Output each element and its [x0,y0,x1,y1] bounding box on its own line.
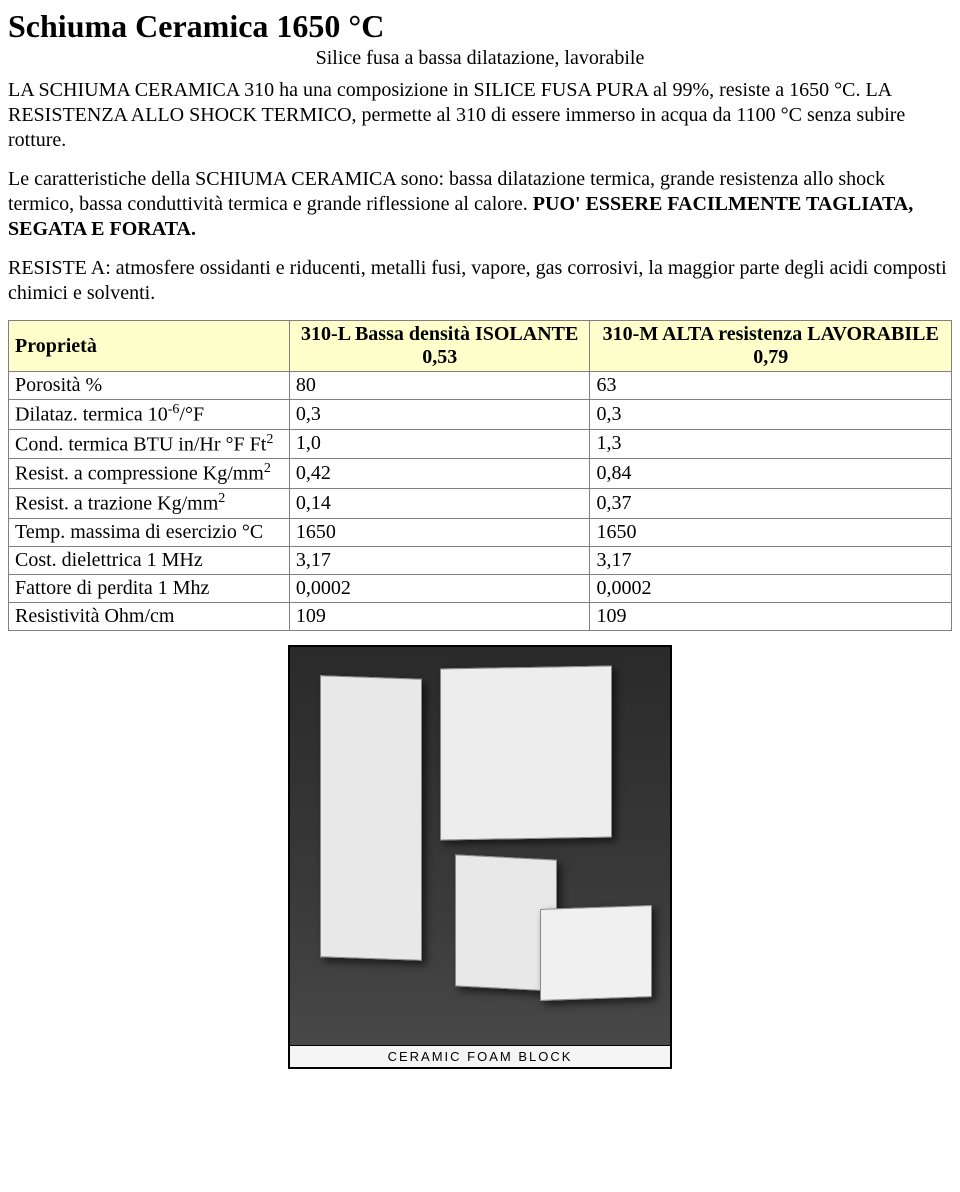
row-col1: 0,0002 [289,574,590,602]
row-col1: 3,17 [289,546,590,574]
block-shape [320,675,422,961]
row-label: Dilataz. termica 10-6/°F [9,400,290,430]
th-310m-l2: 0,79 [753,346,788,368]
row-label: Temp. massima di esercizio °C [9,518,290,546]
row-col2: 0,3 [590,400,952,430]
row-col2: 0,37 [590,488,952,518]
table-row: Resist. a trazione Kg/mm20,140,37 [9,488,952,518]
row-label: Resistività Ohm/cm [9,602,290,630]
row-label: Cost. dielettrica 1 MHz [9,546,290,574]
th-310l-l2: 0,53 [422,346,457,368]
paragraph-resistance: RESISTE A: atmosfere ossidanti e riducen… [8,256,952,306]
row-col2: 0,84 [590,459,952,489]
row-col1: 1650 [289,518,590,546]
row-col1: 80 [289,372,590,400]
row-col2: 1,3 [590,429,952,459]
image-container: CERAMIC FOAM BLOCK [8,645,952,1075]
row-label: Cond. termica BTU in/Hr °F Ft2 [9,429,290,459]
block-shape [540,905,652,1001]
row-col1: 1,0 [289,429,590,459]
table-row: Cost. dielettrica 1 MHz3,173,17 [9,546,952,574]
table-row: Cond. termica BTU in/Hr °F Ft21,01,3 [9,429,952,459]
paragraph-characteristics: Le caratteristiche della SCHIUMA CERAMIC… [8,167,952,242]
row-label: Resist. a compressione Kg/mm2 [9,459,290,489]
row-label: Porosità % [9,372,290,400]
row-col1: 0,14 [289,488,590,518]
table-row: Fattore di perdita 1 Mhz0,00020,0002 [9,574,952,602]
th-310l: 310-L Bassa densità ISOLANTE 0,53 [289,321,590,372]
row-col2: 1650 [590,518,952,546]
th-properties: Proprietà [9,321,290,372]
th-310l-l1: 310-L Bassa densità ISOLANTE [301,323,578,345]
table-row: Porosità %8063 [9,372,952,400]
block-shape [440,665,612,840]
row-col2: 3,17 [590,546,952,574]
th-310m-l1: 310-M ALTA resistenza LAVORABILE [603,323,939,345]
subtitle: Silice fusa a bassa dilatazione, lavorab… [8,47,952,70]
table-row: Temp. massima di esercizio °C16501650 [9,518,952,546]
table-row: Dilataz. termica 10-6/°F0,30,3 [9,400,952,430]
image-caption: CERAMIC FOAM BLOCK [290,1045,670,1067]
ceramic-foam-photo: CERAMIC FOAM BLOCK [288,645,672,1069]
row-col1: 0,3 [289,400,590,430]
th-310m: 310-M ALTA resistenza LAVORABILE 0,79 [590,321,952,372]
row-col2: 109 [590,602,952,630]
table-row: Resistività Ohm/cm109109 [9,602,952,630]
row-col2: 63 [590,372,952,400]
properties-table: Proprietà 310-L Bassa densità ISOLANTE 0… [8,320,952,631]
row-label: Resist. a trazione Kg/mm2 [9,488,290,518]
table-row: Resist. a compressione Kg/mm20,420,84 [9,459,952,489]
paragraph-intro: LA SCHIUMA CERAMICA 310 ha una composizi… [8,78,952,153]
row-col1: 109 [289,602,590,630]
row-col2: 0,0002 [590,574,952,602]
page-title: Schiuma Ceramica 1650 °C [8,8,952,45]
row-col1: 0,42 [289,459,590,489]
row-label: Fattore di perdita 1 Mhz [9,574,290,602]
